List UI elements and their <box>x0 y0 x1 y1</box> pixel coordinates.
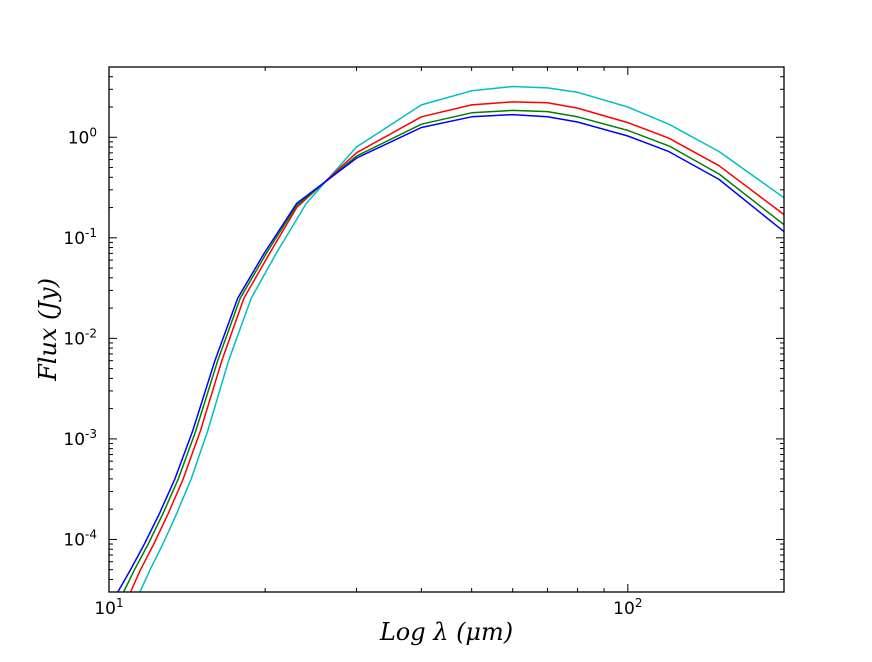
x-axis-label: Log λ (μm) <box>379 618 513 646</box>
y-axis-label: Flux (Jy) <box>34 278 62 382</box>
series-layer <box>117 85 784 592</box>
plot-frame <box>108 66 785 593</box>
series-line-4 <box>117 113 784 592</box>
